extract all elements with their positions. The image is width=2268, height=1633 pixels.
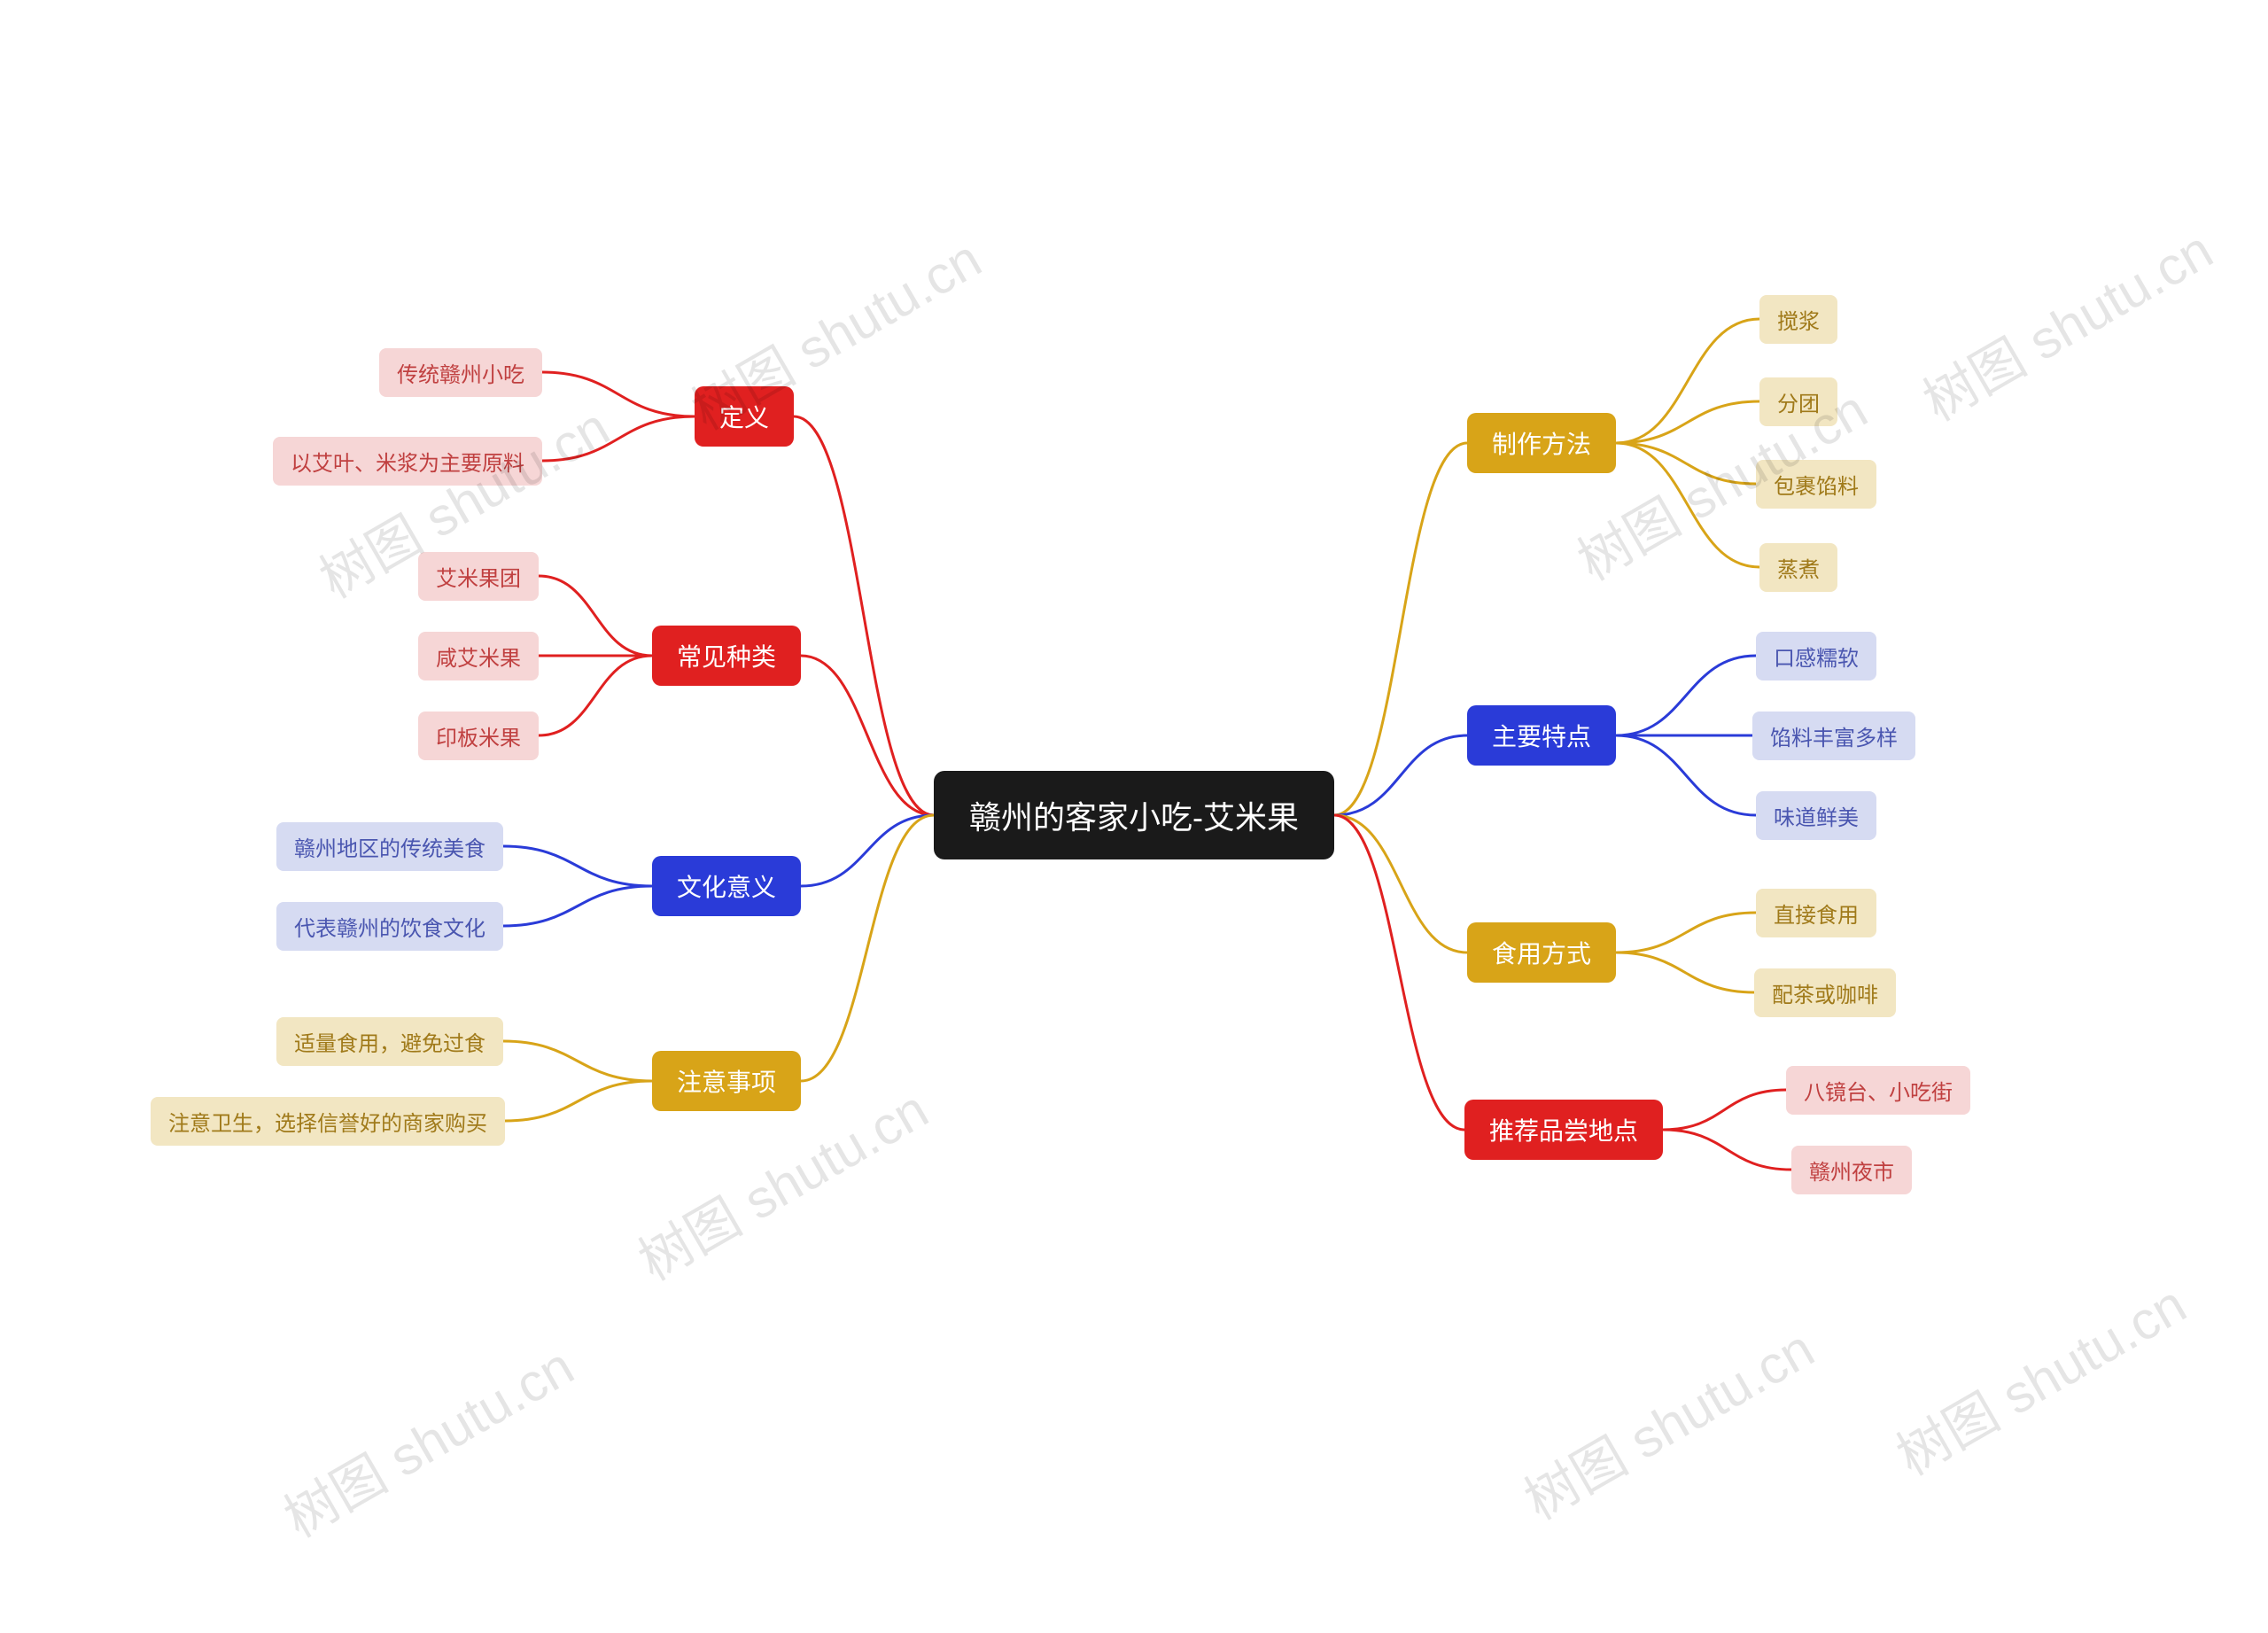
leaf-defn-2: 以艾叶、米浆为主要原料 — [273, 437, 542, 486]
leaf-eating-1: 直接食用 — [1756, 889, 1876, 937]
watermark-7: 树图 shutu.cn — [1881, 1263, 2198, 1490]
leaf-places-2: 赣州夜市 — [1791, 1146, 1912, 1194]
branch-eating: 食用方式 — [1467, 922, 1616, 983]
leaf-features-3: 味道鲜美 — [1756, 791, 1876, 840]
root-node: 赣州的客家小吃-艾米果 — [934, 771, 1334, 859]
leaf-notes-2: 注意卫生，选择信誉好的商家购买 — [151, 1097, 505, 1146]
watermark-5: 树图 shutu.cn — [1907, 208, 2225, 436]
branch-culture: 文化意义 — [652, 856, 801, 916]
leaf-method-4: 蒸煮 — [1759, 543, 1837, 592]
leaf-types-2: 咸艾米果 — [418, 632, 539, 680]
leaf-defn-1: 传统赣州小吃 — [379, 348, 542, 397]
watermark-6: 树图 shutu.cn — [1509, 1307, 1826, 1535]
leaf-culture-2: 代表赣州的饮食文化 — [276, 902, 503, 951]
branch-features: 主要特点 — [1467, 705, 1616, 766]
branch-places: 推荐品尝地点 — [1464, 1100, 1663, 1160]
branch-defn: 定义 — [695, 386, 794, 447]
watermark-3: 树图 shutu.cn — [268, 1325, 586, 1552]
leaf-method-2: 分团 — [1759, 377, 1837, 426]
branch-method: 制作方法 — [1467, 413, 1616, 473]
branch-types: 常见种类 — [652, 626, 801, 686]
leaf-features-2: 馅料丰富多样 — [1752, 712, 1915, 760]
leaf-types-3: 印板米果 — [418, 712, 539, 760]
leaf-eating-2: 配茶或咖啡 — [1754, 968, 1896, 1017]
leaf-places-1: 八镜台、小吃街 — [1786, 1066, 1970, 1115]
leaf-culture-1: 赣州地区的传统美食 — [276, 822, 503, 871]
leaf-features-1: 口感糯软 — [1756, 632, 1876, 680]
branch-notes: 注意事项 — [652, 1051, 801, 1111]
mindmap-stage: 赣州的客家小吃-艾米果 定义 传统赣州小吃以艾叶、米浆为主要原料常见种类 艾米果团咸艾… — [0, 0, 2268, 1633]
leaf-types-1: 艾米果团 — [418, 552, 539, 601]
leaf-notes-1: 适量食用，避免过食 — [276, 1017, 503, 1066]
leaf-method-1: 搅浆 — [1759, 295, 1837, 344]
leaf-method-3: 包裹馅料 — [1756, 460, 1876, 509]
